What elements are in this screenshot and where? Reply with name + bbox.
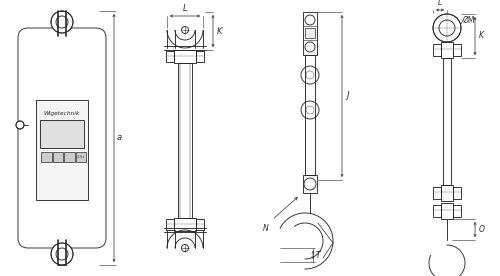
Bar: [166, 51, 174, 62]
Text: Wigetechnik: Wigetechnik: [44, 112, 80, 116]
Text: N: N: [263, 224, 269, 233]
Bar: [303, 175, 317, 193]
Bar: [453, 187, 461, 199]
Bar: [52, 152, 63, 162]
FancyBboxPatch shape: [18, 28, 106, 248]
Circle shape: [16, 121, 24, 129]
Bar: [433, 187, 441, 199]
Text: 2.5t: 2.5t: [76, 155, 85, 159]
Bar: [433, 44, 441, 56]
Bar: [433, 205, 441, 217]
Text: O: O: [479, 225, 485, 234]
Bar: [443, 58, 451, 185]
Bar: [36, 100, 88, 200]
Bar: [303, 12, 317, 55]
Text: L: L: [182, 4, 188, 13]
Bar: [166, 219, 174, 230]
Bar: [453, 44, 461, 56]
Bar: [441, 203, 453, 219]
Text: a: a: [117, 134, 122, 142]
Bar: [453, 205, 461, 217]
Bar: [196, 51, 204, 62]
Bar: [305, 55, 315, 175]
Bar: [76, 152, 86, 162]
Text: T: T: [316, 251, 320, 259]
Circle shape: [51, 11, 73, 33]
Text: L: L: [438, 0, 442, 7]
Bar: [174, 50, 196, 63]
Bar: [64, 152, 74, 162]
Circle shape: [51, 243, 73, 265]
Bar: [441, 185, 453, 201]
Bar: [178, 63, 192, 218]
Bar: [40, 120, 84, 148]
Text: K: K: [479, 31, 484, 41]
Text: J: J: [346, 92, 348, 100]
Bar: [196, 219, 204, 230]
Text: K: K: [217, 26, 222, 36]
Bar: [41, 152, 51, 162]
Circle shape: [433, 14, 461, 42]
Bar: [174, 218, 196, 231]
Text: ØM: ØM: [463, 15, 475, 25]
Bar: [441, 42, 453, 58]
Bar: [305, 28, 315, 38]
